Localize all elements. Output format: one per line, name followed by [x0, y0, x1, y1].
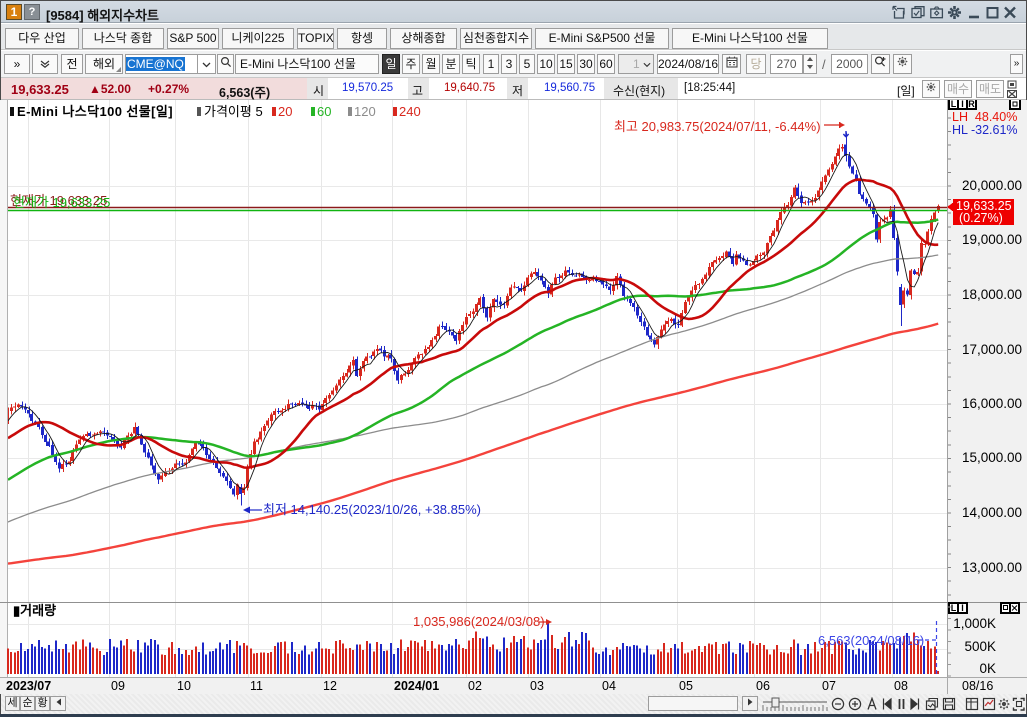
svg-text:18,000.00: 18,000.00: [962, 287, 1022, 302]
svg-text:13,000.00: 13,000.00: [962, 560, 1022, 575]
svg-text:500K: 500K: [964, 639, 996, 654]
svg-text:60: 60: [317, 104, 331, 119]
svg-text:07: 07: [822, 679, 836, 693]
svg-text:10: 10: [177, 679, 191, 693]
svg-text:현재가 19,633.25: 현재가 19,633.25: [13, 195, 110, 210]
svg-text:I: I: [961, 603, 964, 613]
svg-text:02: 02: [468, 679, 482, 693]
svg-text:R: R: [968, 100, 975, 109]
svg-text:08: 08: [894, 679, 908, 693]
svg-text:2024/01: 2024/01: [394, 679, 439, 693]
svg-text:20: 20: [278, 104, 292, 119]
svg-text:03: 03: [530, 679, 544, 693]
svg-text:최고 20,983.75(2024/07/11, -6.44: 최고 20,983.75(2024/07/11, -6.44%): [614, 119, 821, 134]
svg-text:15,000.00: 15,000.00: [962, 450, 1022, 465]
svg-text:19,000.00: 19,000.00: [962, 232, 1022, 247]
svg-text:06: 06: [756, 679, 770, 693]
svg-text:가격이평 5: 가격이평 5: [204, 104, 263, 119]
svg-text:20,000.00: 20,000.00: [962, 178, 1022, 193]
svg-text:HL -32.61%: HL -32.61%: [952, 123, 1018, 137]
svg-text:2023/07: 2023/07: [6, 679, 51, 693]
svg-text:120: 120: [354, 104, 376, 119]
svg-text:04: 04: [602, 679, 616, 693]
svg-text:08/16: 08/16: [962, 679, 993, 693]
svg-text:(0.27%): (0.27%): [959, 211, 1003, 225]
svg-text:LH 48.40%: LH 48.40%: [952, 110, 1017, 124]
svg-text:L: L: [951, 603, 957, 613]
svg-text:09: 09: [111, 679, 125, 693]
svg-text:0K: 0K: [979, 661, 996, 676]
svg-text:▮거래량: ▮거래량: [13, 603, 56, 618]
svg-text:L: L: [951, 100, 957, 109]
svg-text:14,000.00: 14,000.00: [962, 505, 1022, 520]
svg-text:19,633.25: 19,633.25: [956, 199, 1012, 213]
svg-text:E-Mini 나스닥100 선물[일]: E-Mini 나스닥100 선물[일]: [17, 104, 173, 119]
svg-text:최저 14,140.25(2023/10/26, +38.8: 최저 14,140.25(2023/10/26, +38.85%): [263, 502, 481, 517]
svg-text:6,563(2024/08/16): 6,563(2024/08/16): [818, 633, 924, 648]
svg-text:12: 12: [323, 679, 337, 693]
svg-text:240: 240: [399, 104, 421, 119]
svg-text:1,000K: 1,000K: [953, 616, 996, 631]
svg-text:16,000.00: 16,000.00: [962, 396, 1022, 411]
svg-text:05: 05: [679, 679, 693, 693]
svg-text:현재가 19,633.25: 현재가 19,633.25: [10, 193, 107, 208]
svg-text:1,035,986(2024/03/08): 1,035,986(2024/03/08): [413, 614, 545, 629]
svg-text:17,000.00: 17,000.00: [962, 342, 1022, 357]
svg-text:I: I: [961, 100, 964, 109]
svg-text:11: 11: [250, 679, 263, 693]
